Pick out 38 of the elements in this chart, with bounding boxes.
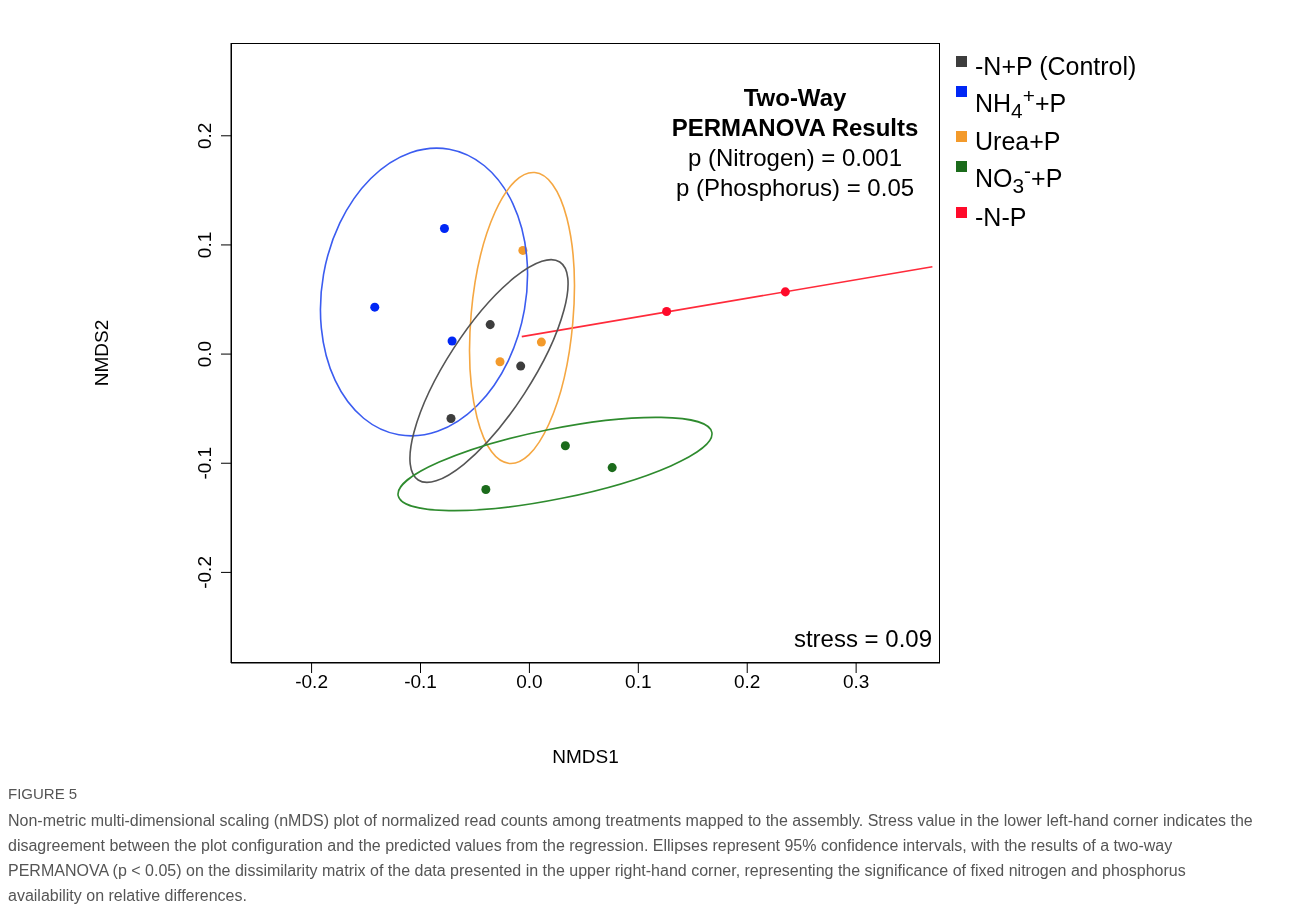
y-tick-label: -0.2 xyxy=(194,556,215,589)
point xyxy=(536,337,546,347)
point xyxy=(481,484,491,494)
x-tick-label: 0.3 xyxy=(842,671,870,693)
point xyxy=(516,361,526,371)
annotation: PERMANOVA Results xyxy=(670,113,920,143)
y-axis-title: NMDS2 xyxy=(90,319,112,387)
legend-label: -N+P (Control) xyxy=(975,51,1137,81)
legend-label: -N-P xyxy=(975,201,1027,232)
legend-label: NO$_{3}$$^{-}$+P xyxy=(975,158,1063,200)
legend-label: NH$_{4}$$^{+}$+P xyxy=(975,83,1067,125)
y-tick-label: 0.1 xyxy=(194,231,215,259)
x-tick-label: 0.1 xyxy=(625,671,652,693)
x-tick-label: 0.0 xyxy=(516,671,543,693)
point xyxy=(485,320,495,330)
point xyxy=(560,441,570,451)
legend-label: Urea+P xyxy=(975,126,1061,157)
annotation: stress = 0.09 xyxy=(793,625,932,653)
x-axis-title: NMDS1 xyxy=(552,746,619,767)
annotation: p (Phosphorus) = 0.05 xyxy=(674,173,916,203)
point xyxy=(662,307,672,317)
y-tick-label: -0.1 xyxy=(194,446,215,480)
point xyxy=(439,224,449,234)
x-tick-label: 0.2 xyxy=(734,671,761,693)
annotation: p (Nitrogen) = 0.001 xyxy=(686,143,904,173)
point xyxy=(780,287,790,297)
point xyxy=(447,336,457,346)
y-tick-label: 0.2 xyxy=(194,122,215,149)
point xyxy=(370,302,380,312)
x-tick-label: -0.1 xyxy=(404,671,437,693)
point xyxy=(446,413,456,423)
point xyxy=(607,463,617,473)
x-tick-label: -0.2 xyxy=(295,671,328,693)
point xyxy=(495,357,505,367)
annotation: Two-Way xyxy=(742,83,848,113)
text: Non-metric multi-dimensional scaling (nMDS) plot of normalized read counts among treatments mapped to the assembly. Stress value in the lower left-hand corner indicates the disagreement between the plot configuration and the predicted values from the regression. Ellipses represent 95% confidence intervals, with the results of a two-way PERMANOVA (p < 0.05) on the dissimilarity matrix of the data presented in the upper right-hand corner, representing the significance of fixed nitrogen and phosphorus availability on relative differences. xyxy=(8,811,1254,906)
caption: FIGURE 5 xyxy=(8,785,79,802)
y-tick-label: 0.0 xyxy=(194,340,215,368)
